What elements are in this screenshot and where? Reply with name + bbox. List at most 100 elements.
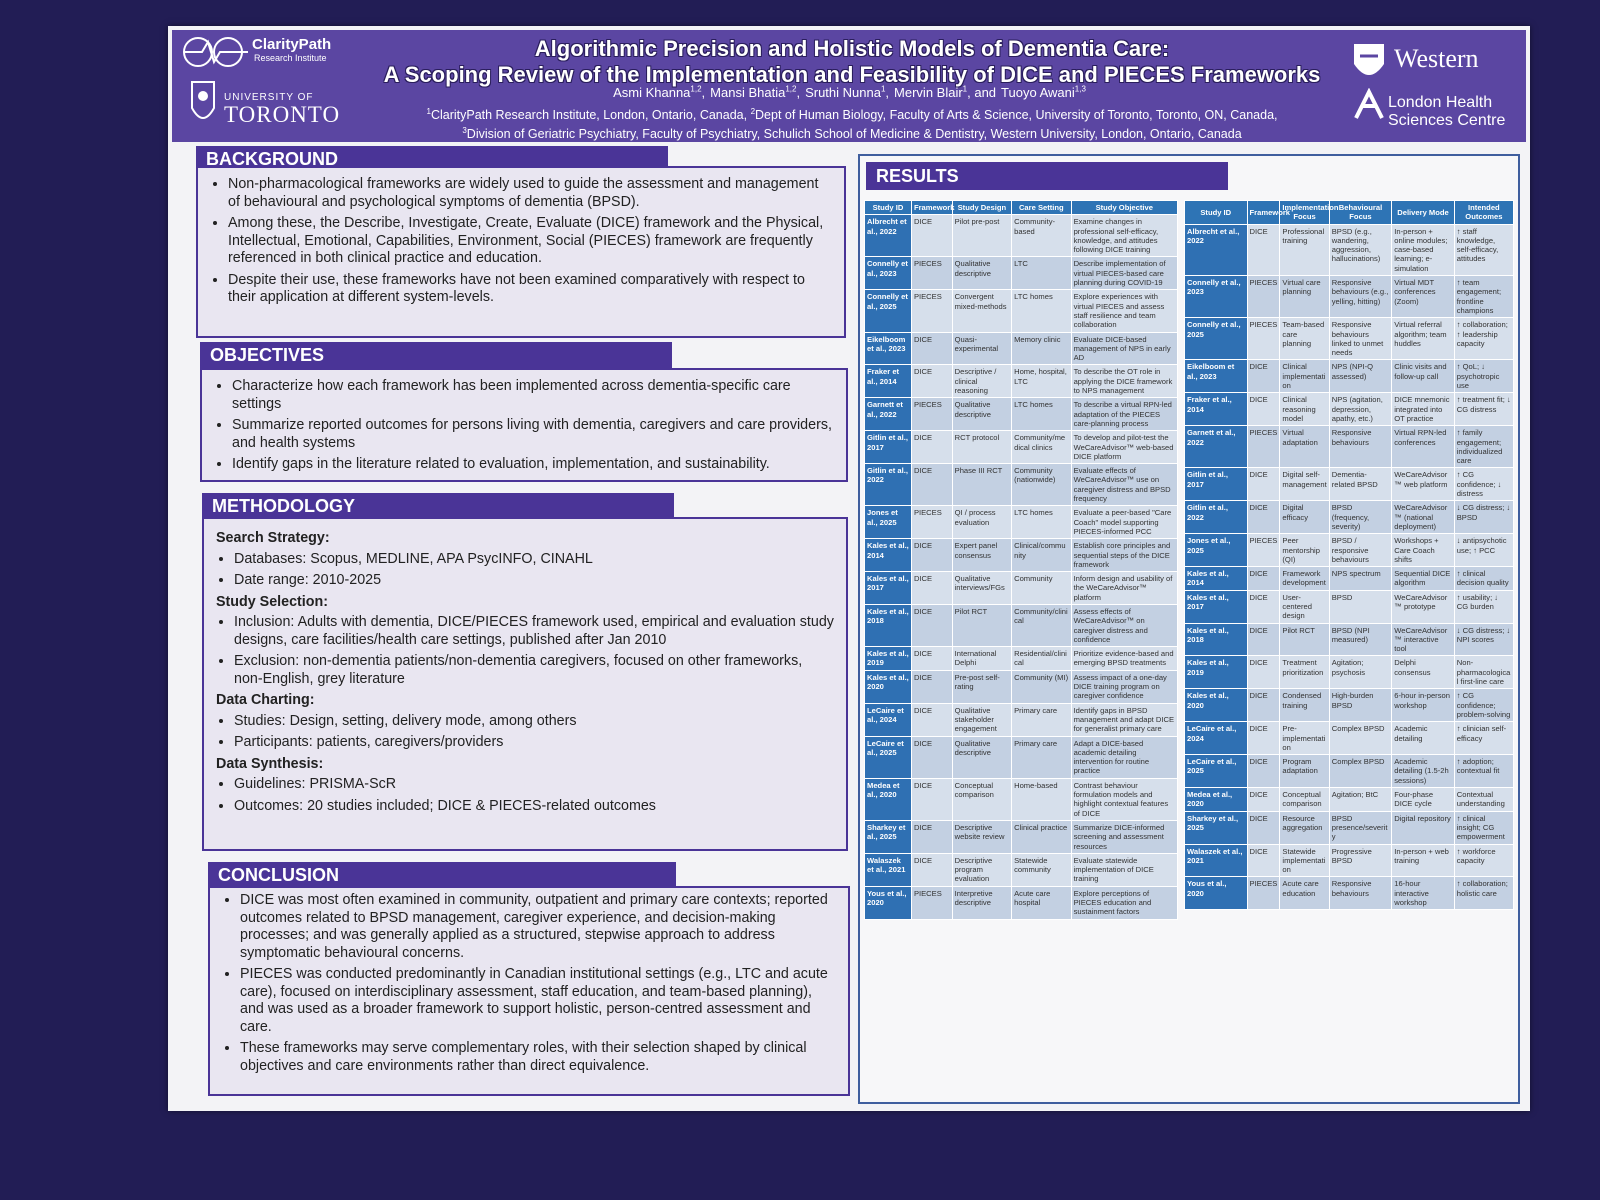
table-row: Yous et al., 2020 PIECES Acute care educat…	[1184, 876, 1515, 911]
table-cell: WeCareAdvisor™ web platform	[1391, 467, 1455, 502]
table-cell: Statewide community	[1011, 852, 1072, 887]
table-cell: Program adaptation	[1279, 754, 1330, 789]
bullet: Guidelines: PRISMA-ScR	[234, 776, 834, 794]
table-cell: PIECES	[1246, 425, 1281, 469]
author-sup: 1	[880, 85, 886, 94]
table-row: Garnett et al., 2022 PIECES Qualitative de…	[864, 397, 1179, 432]
table-row: Kales et al., 2020 DICE Condensed training…	[1184, 688, 1515, 723]
table-cell: Clinical reasoning model	[1279, 392, 1330, 427]
author-sup: 1,2	[690, 85, 702, 94]
table-cell: Agitation; psychosis	[1328, 655, 1393, 690]
table-row: LeCaire et al., 2024 DICE Pre-implementati…	[1184, 721, 1515, 756]
table-body: Albrecht et al., 2022 DICE Professional tr…	[1184, 223, 1515, 911]
table-cell: DICE	[910, 646, 953, 671]
table-row: Connelly et al., 2025 PIECES Team-based ca…	[1184, 317, 1515, 361]
table-cell: Conceptual comparison	[951, 777, 1013, 821]
table-cell: Community/clinical	[1011, 603, 1072, 648]
table-row: Medea et al., 2020 DICE Conceptual compari…	[864, 777, 1179, 821]
affiliation-sup: 3	[462, 126, 467, 136]
table-cell: Academic detailing	[1391, 721, 1455, 756]
table-cell: PIECES	[910, 289, 953, 333]
table-row: Sharkey et al., 2025 DICE Resource aggrega…	[1184, 810, 1515, 845]
table-cell: RCT protocol	[951, 430, 1013, 465]
table-cell: BPSD	[1328, 589, 1393, 624]
table-row: Sharkey et al., 2025 DICE Descriptive webs…	[864, 819, 1179, 854]
study-id: Connelly et al., 2025	[864, 289, 912, 333]
author-name: Asmi Khanna	[613, 85, 691, 101]
author-name: Sruthi Nunna	[805, 85, 881, 101]
table-cell: DICE	[1246, 566, 1281, 591]
column-header: Framework	[1246, 200, 1290, 225]
author-sep: ,	[885, 85, 890, 101]
table-cell: Phase III RCT	[951, 463, 1013, 507]
table-cell: Memory clinic	[1011, 331, 1072, 366]
study-id: Kales et al., 2017	[1184, 589, 1248, 624]
table-cell: BPSD (frequency, severity)	[1328, 500, 1393, 535]
table-row: Walaszek et al., 2021 DICE Descriptive pro…	[864, 852, 1179, 887]
poster: ClarityPath Research Institute UNIVERSIT…	[168, 26, 1530, 1111]
table-row: Gitlin et al., 2022 DICE Digital efficacy B…	[1184, 500, 1515, 535]
table-cell: Home-based	[1011, 777, 1072, 821]
table-cell: PIECES	[910, 505, 953, 540]
table-cell: PIECES	[1246, 317, 1281, 361]
table-cell: Responsive behaviours	[1328, 425, 1393, 469]
table-row: Walaszek et al., 2021 DICE Statewide imple…	[1184, 843, 1515, 878]
table-cell: Clinic visits and follow-up call	[1391, 359, 1455, 394]
table-cell: DICE	[910, 777, 953, 821]
bullet: Date range: 2010-2025	[234, 572, 834, 590]
table-cell: DICE	[1246, 688, 1281, 723]
affiliation-text: Dept of Human Biology, Faculty of Arts &…	[755, 108, 1278, 123]
section-heading: CONCLUSION	[208, 862, 676, 888]
table-cell: ↑ collaboration; holistic care	[1453, 876, 1515, 911]
table-cell: BPSD (e.g., wandering, aggression, hallu…	[1328, 223, 1393, 277]
table-cell: ↑ family engagement; individualized care	[1453, 425, 1515, 469]
table-cell: DICE	[910, 463, 953, 507]
affiliation-text: ClarityPath Research Institute, London, …	[430, 108, 751, 123]
study-id: Sharkey et al., 2025	[864, 819, 912, 854]
table-cell: PIECES	[910, 397, 953, 432]
table-cell: Descriptive / clinical reasoning	[951, 364, 1013, 399]
study-id: Yous et al., 2020	[1184, 876, 1248, 911]
table-cell: DICE	[910, 819, 953, 854]
affiliation-line: 3Division of Geriatric Psychiatry, Facul…	[342, 123, 1362, 142]
study-id: Garnett et al., 2022	[864, 397, 912, 432]
bullet: Non-pharmacological frameworks are widel…	[228, 176, 832, 211]
bullet-list: Databases: Scopus, MEDLINE, APA PsycINFO…	[216, 551, 834, 590]
table-cell: QI / process evaluation	[951, 505, 1013, 540]
bullet: Despite their use, these frameworks have…	[228, 272, 832, 307]
header: ClarityPath Research Institute UNIVERSIT…	[172, 30, 1526, 142]
uoft-name: TORONTO	[224, 102, 341, 127]
study-id: Gitlin et al., 2017	[864, 430, 912, 465]
study-id: Fraker et al., 2014	[1184, 392, 1248, 427]
table-cell: To describe a virtual RPN-led adaptation…	[1070, 397, 1179, 432]
table-cell: Contextual understanding	[1453, 787, 1515, 812]
study-id: Walaszek et al., 2021	[864, 852, 912, 887]
bullet: Exclusion: non-dementia patients/non-dem…	[234, 653, 834, 688]
table-cell: Responsive behaviours	[1328, 876, 1393, 911]
table-row: Fraker et al., 2014 DICE Descriptive / cli…	[864, 364, 1179, 399]
table-row: Albrecht et al., 2022 DICE Professional tr…	[1184, 223, 1515, 277]
table-cell: Clinical practice	[1011, 819, 1072, 854]
study-id: Kales et al., 2017	[864, 571, 912, 605]
study-id: Connelly et al., 2023	[864, 256, 912, 291]
table-cell: DICE	[1246, 467, 1281, 502]
table-cell: Agitation; BtC	[1328, 787, 1393, 812]
table-cell: Qualitative descriptive	[951, 397, 1013, 432]
column-header: Intended Outcomes	[1453, 200, 1515, 225]
table-row: LeCaire et al., 2025 DICE Qualitative desc…	[864, 735, 1179, 779]
table-row: Eikelboom et al., 2023 DICE Clinical imple…	[1184, 359, 1515, 394]
logo-sub: Research Institute	[254, 53, 327, 63]
table-cell: International Delphi	[951, 646, 1013, 671]
table-cell: Expert panel consensus	[951, 538, 1013, 573]
uoft-top: UNIVERSITY OF	[224, 92, 314, 103]
table-cell: BPSD (NPI measured)	[1328, 622, 1393, 657]
study-id: LeCaire et al., 2025	[864, 735, 912, 779]
table-cell: LTC	[1011, 256, 1072, 291]
title-line1: Algorithmic Precision and Holistic Model…	[534, 36, 1170, 61]
table-cell: Virtual adaptation	[1279, 425, 1330, 469]
table-cell: Evaluate a peer-based "Care Coach" model…	[1070, 505, 1179, 540]
table-cell: Pre-post self-rating	[951, 669, 1013, 704]
study-id: Gitlin et al., 2022	[864, 463, 912, 507]
affiliation-sup: 1	[426, 107, 431, 116]
table-row: Albrecht et al., 2022 DICE Pilot pre-post C…	[864, 214, 1179, 258]
